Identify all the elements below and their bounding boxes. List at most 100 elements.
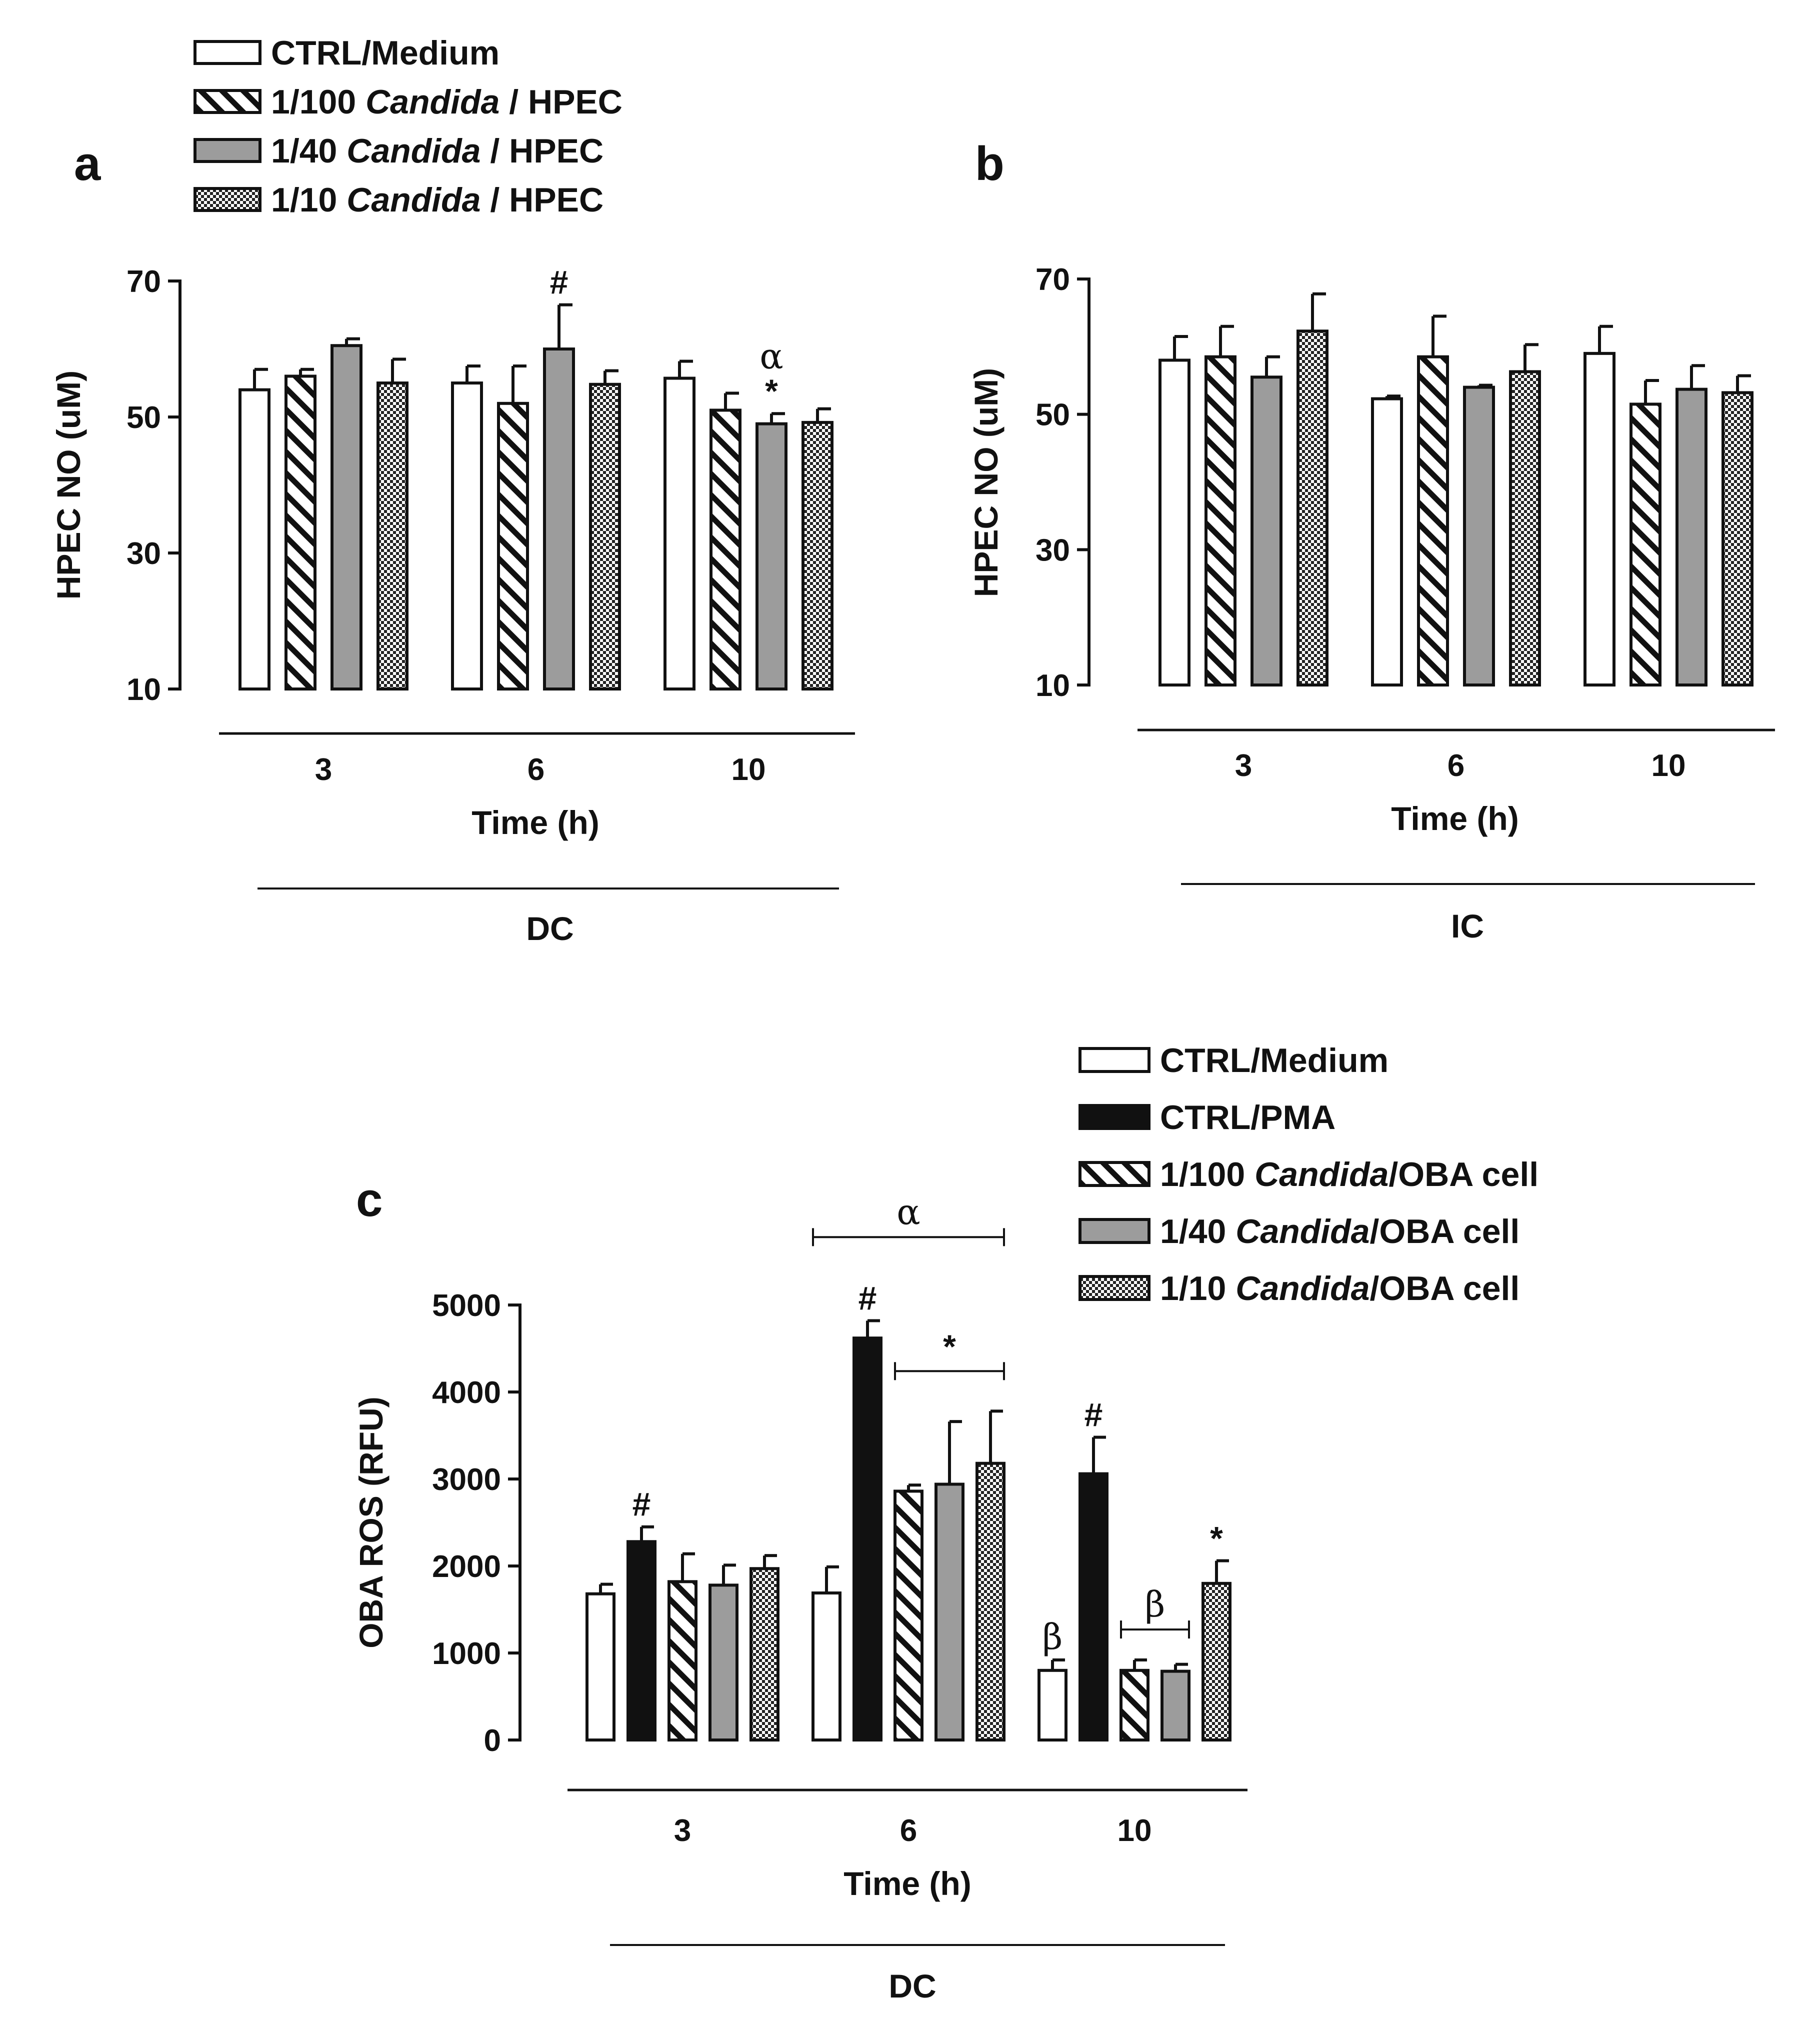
- panel-letter-c: c: [356, 1173, 382, 1226]
- legend-label-part: 1/100: [271, 83, 366, 121]
- legend-label-part: 1/10: [1160, 1270, 1236, 1308]
- legend-swatch-gray: [1078, 1218, 1150, 1244]
- bar-gray: [756, 422, 788, 690]
- legend-label-part: CTRL/PMA: [1160, 1098, 1336, 1136]
- legend-swatch-white: [194, 40, 262, 65]
- bar-hatch: [284, 374, 316, 690]
- y-tick-label: 4000: [432, 1376, 501, 1410]
- bar-gray: [1160, 1670, 1190, 1742]
- bar-white: [1371, 397, 1403, 686]
- legend-label-part: CTRL/Medium: [271, 34, 500, 72]
- x-axis-title: Time (h): [472, 804, 599, 841]
- legend-label: 1/10 Candida/OBA cell: [1160, 1270, 1520, 1308]
- significance-marker: α: [896, 1192, 920, 1232]
- bar-gray: [1250, 376, 1282, 686]
- x-tick-label: 3: [1235, 748, 1252, 783]
- legend-swatch-gray: [194, 138, 262, 163]
- bar-dots: [1296, 330, 1328, 686]
- legend-label-part: / HPEC: [500, 83, 622, 121]
- y-tick-label: 70: [126, 264, 161, 299]
- group-label: DC: [526, 910, 574, 947]
- bar-gray: [330, 344, 362, 690]
- bar-white: [586, 1592, 616, 1742]
- x-tick-label: 6: [1448, 748, 1464, 783]
- x-tick-label: 10: [1652, 748, 1686, 783]
- significance-marker: β: [1042, 1616, 1062, 1658]
- legend-label: CTRL/PMA: [1160, 1098, 1336, 1136]
- legend-swatch-white: [1078, 1047, 1150, 1073]
- y-tick-label: 2000: [432, 1550, 501, 1584]
- bar-hatch: [497, 402, 529, 690]
- bar-hatch: [1417, 355, 1449, 686]
- y-tick-label: 30: [126, 536, 161, 571]
- bar-hatch: [668, 1580, 698, 1742]
- bar-dots: [750, 1567, 780, 1742]
- legend-label-part: 1/40: [271, 132, 346, 170]
- y-tick-label: 10: [126, 672, 161, 707]
- bar-hatch: [710, 408, 742, 690]
- bar-white: [238, 388, 270, 690]
- bar-black: [1078, 1472, 1108, 1742]
- bar-gray: [708, 1584, 738, 1742]
- legend-label-part: Candida: [1236, 1212, 1370, 1250]
- legend-label-part: Candida: [1254, 1156, 1388, 1194]
- legend-label-part: /OBA cell: [1370, 1212, 1520, 1250]
- legend-bottom: CTRL/Medium CTRL/PMA 1/100 Candida/OBA cel…: [1078, 1042, 1538, 1308]
- significance-marker: #: [632, 1486, 651, 1523]
- x-tick-label: 10: [732, 752, 766, 787]
- bar-dots: [802, 420, 834, 690]
- panel-letter-b: b: [975, 137, 1004, 190]
- y-axis-title: HPEC NO (uM): [50, 370, 87, 600]
- x-tick-label: 10: [1118, 1814, 1152, 1848]
- significance-marker: #: [858, 1280, 877, 1316]
- group-label: IC: [1451, 908, 1484, 944]
- y-tick-label: 0: [484, 1724, 501, 1758]
- legend-swatch-dots: [194, 187, 262, 212]
- significance-marker: #: [550, 264, 568, 301]
- x-tick-label: 3: [674, 1814, 691, 1848]
- legend-label-part: /OBA cell: [1388, 1156, 1538, 1194]
- legend-label-part: 1/10: [271, 181, 346, 219]
- y-axis-title: OBA ROS (RFU): [352, 1396, 390, 1648]
- bar-dots: [1509, 370, 1541, 686]
- y-tick-label: 50: [1036, 398, 1070, 432]
- bar-gray: [1676, 388, 1708, 686]
- bar-white: [451, 382, 483, 690]
- bar-dots: [1722, 391, 1754, 686]
- legend-label: CTRL/Medium: [1160, 1042, 1388, 1080]
- x-tick-label: 6: [528, 752, 544, 787]
- legend-swatch-dots: [1078, 1275, 1150, 1301]
- legend-swatch-black: [1078, 1104, 1150, 1130]
- significance-marker: *: [1210, 1520, 1223, 1557]
- legend-label-part: Candida: [346, 181, 480, 219]
- y-tick-label: 70: [1036, 262, 1070, 297]
- bar-dots: [1202, 1582, 1232, 1742]
- bar-hatch: [894, 1490, 924, 1742]
- legend-label: 1/40 Candida / HPEC: [271, 132, 604, 170]
- panel-letter-a: a: [74, 137, 101, 190]
- legend-swatch-hatch: [194, 89, 262, 114]
- y-tick-label: 1000: [432, 1636, 501, 1671]
- chart-panel-b: 10 30 50 70 HPEC NO (uM) 3 6 10 Time (h) IC: [968, 262, 1775, 944]
- legend-label-part: / HPEC: [481, 132, 604, 170]
- legend-label-part: Candida: [366, 83, 500, 121]
- significance-marker: *: [765, 372, 778, 410]
- legend-label: 1/100 Candida/OBA cell: [1160, 1156, 1538, 1194]
- legend-label: 1/40 Candida/OBA cell: [1160, 1212, 1520, 1250]
- bar-hatch: [1630, 402, 1662, 686]
- x-axis-title: Time (h): [1391, 800, 1518, 837]
- bar-gray: [1463, 386, 1495, 686]
- bar-white: [812, 1591, 842, 1742]
- y-tick-label: 10: [1036, 668, 1070, 703]
- legend-label-part: Candida: [346, 132, 480, 170]
- bar-white: [1038, 1668, 1068, 1742]
- legend-label-part: 1/40: [1160, 1212, 1236, 1250]
- significance-marker: *: [943, 1328, 956, 1365]
- bar-white: [1584, 352, 1616, 686]
- y-axis-title: HPEC NO (uM): [968, 368, 1004, 597]
- bar-white: [664, 376, 696, 690]
- significance-marker: α: [760, 336, 783, 377]
- x-tick-label: 6: [900, 1814, 917, 1848]
- legend-label-part: CTRL/Medium: [1160, 1042, 1388, 1080]
